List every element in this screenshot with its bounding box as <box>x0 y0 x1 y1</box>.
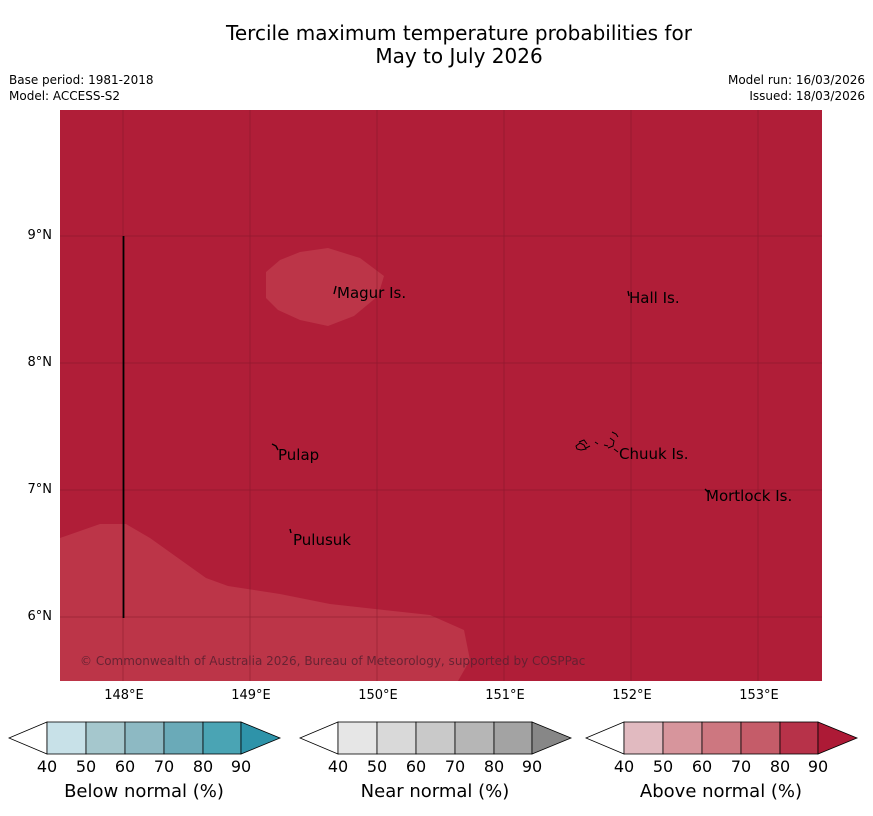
cb-above-tick-80: 80 <box>769 757 791 776</box>
cb-below-bin-60-70 <box>124 721 165 755</box>
pulusuk-island-outline <box>289 528 292 534</box>
meta-left: Base period: 1981-2018 Model: ACCESS-S2 <box>9 72 154 104</box>
colorbar-above-normal <box>585 721 859 755</box>
cb-below-extend-max <box>240 721 282 755</box>
place-label-pulap: Pulap <box>278 446 320 464</box>
lat-tick-9n: 9°N <box>27 228 53 243</box>
cb-below-extend-min <box>8 721 48 755</box>
cb-near-extend-min <box>299 721 339 755</box>
cb-above-tick-40: 40 <box>613 757 635 776</box>
colorbar-below-normal <box>8 721 282 755</box>
cb-above-tick-90: 90 <box>807 757 829 776</box>
place-label-pulusuk: Pulusuk <box>293 531 351 549</box>
cb-below-tick-40: 40 <box>36 757 58 776</box>
cb-near-tick-60: 60 <box>405 757 427 776</box>
colorbar-near-normal <box>299 721 573 755</box>
place-label-mortlock: Mortlock Is. <box>706 487 793 505</box>
lon-tick-150e: 150°E <box>358 688 398 703</box>
place-label-hall: Hall Is. <box>629 289 680 307</box>
cb-near-bin-70-80 <box>454 721 495 755</box>
cb-near-tick-70: 70 <box>444 757 466 776</box>
island-outlines <box>271 285 709 534</box>
magur-island-outline <box>333 285 337 295</box>
cb-above-tick-50: 50 <box>652 757 674 776</box>
chuuk-lagoon-islands <box>575 431 619 453</box>
lon-tick-153e: 153°E <box>739 688 779 703</box>
pulap-island-outline <box>271 443 279 451</box>
cb-above-title: Above normal (%) <box>639 781 803 802</box>
cb-above-tick-60: 60 <box>691 757 713 776</box>
cb-near-bin-50-60 <box>376 721 417 755</box>
cb-near-tick-40: 40 <box>327 757 349 776</box>
copyright-notice: © Commonwealth of Australia 2026, Bureau… <box>80 654 586 668</box>
cb-near-tick-90: 90 <box>521 757 543 776</box>
place-label-magur: Magur Is. <box>337 284 407 302</box>
cb-near-bin-80-90 <box>493 721 533 755</box>
cb-below-tick-80: 80 <box>192 757 214 776</box>
lat-tick-7n: 7°N <box>27 482 53 497</box>
place-label-chuuk: Chuuk Is. <box>619 445 689 463</box>
cb-below-tick-90: 90 <box>230 757 252 776</box>
lon-tick-149e: 149°E <box>231 688 271 703</box>
cb-below-title: Below normal (%) <box>64 781 224 802</box>
lat-tick-6n: 6°N <box>27 609 53 624</box>
cb-near-bin-40-50 <box>337 721 378 755</box>
cb-near-tick-50: 50 <box>366 757 388 776</box>
cb-below-tick-50: 50 <box>75 757 97 776</box>
cb-above-bin-40-50 <box>623 721 664 755</box>
cb-above-extend-min <box>585 721 625 755</box>
base-period: Base period: 1981-2018 <box>9 73 154 87</box>
cb-near-title: Near normal (%) <box>360 781 510 802</box>
lon-tick-148e: 148°E <box>104 688 144 703</box>
cb-near-tick-80: 80 <box>483 757 505 776</box>
cb-near-extend-max <box>531 721 573 755</box>
lighter-region-north <box>266 248 384 326</box>
cb-above-bin-60-70 <box>701 721 742 755</box>
title-line-1: Tercile maximum temperature probabilitie… <box>226 21 692 45</box>
lat-tick-8n: 8°N <box>27 355 53 370</box>
cb-above-bin-70-80 <box>740 721 781 755</box>
issued-date: Issued: 18/03/2026 <box>749 89 865 103</box>
cb-below-bin-40-50 <box>46 721 87 755</box>
lighter-region-south <box>60 524 470 681</box>
cb-above-bin-80-90 <box>779 721 819 755</box>
cb-below-bin-80-90 <box>202 721 242 755</box>
cb-near-bin-60-70 <box>415 721 456 755</box>
meta-right: Model run: 16/03/2026 Issued: 18/03/2026 <box>728 72 865 104</box>
cb-below-tick-60: 60 <box>114 757 136 776</box>
model-name: Model: ACCESS-S2 <box>9 89 121 103</box>
cb-below-bin-70-80 <box>163 721 204 755</box>
model-run: Model run: 16/03/2026 <box>727 73 865 87</box>
cb-above-tick-70: 70 <box>730 757 752 776</box>
cb-below-bin-50-60 <box>85 721 126 755</box>
cb-below-tick-70: 70 <box>153 757 175 776</box>
cb-above-extend-max <box>817 721 859 755</box>
hall-island-outline <box>627 290 630 297</box>
map-panel <box>60 110 822 681</box>
lon-tick-152e: 152°E <box>612 688 652 703</box>
cb-above-bin-50-60 <box>662 721 703 755</box>
map-title: Tercile maximum temperature probabilitie… <box>0 22 873 68</box>
lon-tick-151e: 151°E <box>485 688 525 703</box>
gridlines <box>60 110 822 681</box>
title-line-2: May to July 2026 <box>375 44 543 68</box>
mortlock-island-outline <box>704 488 709 493</box>
